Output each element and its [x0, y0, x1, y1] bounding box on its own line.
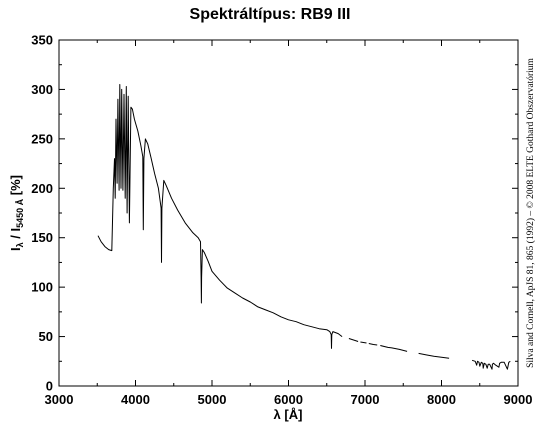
y-axis-label-sub: 5450 Å: [15, 198, 25, 228]
y-tick-label-7: 350: [31, 33, 53, 48]
y-tick-label-3: 150: [31, 230, 53, 245]
x-tick-label-1: 4000: [121, 392, 150, 407]
y-tick-label-5: 250: [31, 131, 53, 146]
spectrum-segment-4: [380, 345, 408, 352]
axis-ticks: 3000 4000 5000 6000 7000 8000 9000 0 50 100 150 200…: [31, 33, 532, 408]
chart-title: Spektráltípus: RB9 III: [189, 6, 351, 23]
spectrum-segment-1: [348, 338, 359, 342]
spectrum-segment-2: [360, 341, 367, 344]
x-tick-label-2: 5000: [198, 392, 227, 407]
spectrum-segment-6: [471, 359, 511, 370]
y-axis-label-unit: [%]: [8, 175, 23, 199]
x-tick-label-6: 9000: [504, 392, 533, 407]
x-tick-label-0: 3000: [45, 392, 74, 407]
plot-frame: [58, 39, 519, 387]
x-tick-label-3: 6000: [274, 392, 303, 407]
y-tick-label-6: 300: [31, 82, 53, 97]
svg-text:Iλ / I5450 Å [%]: Iλ / I5450 Å [%]: [8, 175, 25, 251]
spectrum-segment-5: [418, 352, 450, 359]
x-tick-label-4: 7000: [351, 392, 380, 407]
y-tick-label-4: 200: [31, 181, 53, 196]
y-tick-label-2: 100: [31, 280, 53, 295]
x-tick-label-5: 8000: [427, 392, 456, 407]
y-axis-label: Iλ / I5450 Å [%]: [8, 175, 25, 251]
y-tick-label-0: 0: [46, 379, 53, 394]
credit-text: Silva and Cornell, ApJS 81, 865 (1992) –…: [525, 58, 536, 368]
y-tick-label-1: 50: [39, 329, 53, 344]
y-axis-label-sep: / I: [8, 228, 23, 242]
spectrum-segment-0: [97, 84, 343, 349]
spectrum-series: [97, 84, 511, 370]
x-axis-label: λ [Å]: [274, 407, 303, 422]
spectrum-segment-3: [368, 343, 378, 346]
y-axis-label-main: I: [8, 247, 23, 251]
y-axis-label-lambda-sub: λ: [15, 242, 25, 247]
